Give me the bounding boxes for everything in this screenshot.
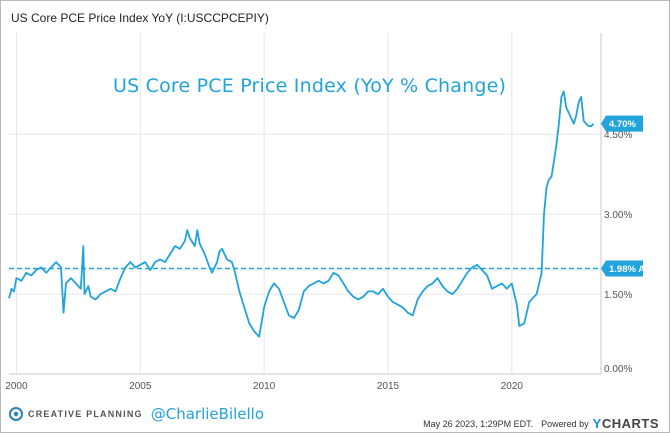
brand-name: CREATIVE PLANNING	[28, 409, 143, 419]
ycharts-logo-y: Y	[592, 416, 602, 431]
ycharts-logo: YCHARTS	[593, 416, 659, 431]
powered-by-label: Powered by	[541, 418, 589, 429]
series-line	[8, 90, 595, 338]
average-label: 1.98% AVG	[609, 264, 658, 275]
creative-planning-logo-icon	[9, 407, 23, 421]
x-tick-label: 2020	[501, 381, 524, 392]
last-value-label: 4.70%	[609, 119, 636, 130]
y-tick-label: 3.00%	[604, 210, 632, 221]
y-tick-label: 1.50%	[604, 290, 632, 301]
x-tick-label: 2005	[129, 381, 152, 392]
footer-source: May 26 2023, 1:29PM EDT. Powered by YCHA…	[423, 416, 659, 431]
average-badge	[601, 260, 643, 277]
y-tick-label: 4.50%	[604, 130, 632, 141]
author-handle: @CharlieBilello	[150, 405, 265, 423]
timestamp: May 26 2023, 1:29PM EDT.	[423, 418, 534, 429]
chart-annotation: US Core PCE Price Index (YoY % Change)	[113, 75, 507, 97]
ycharts-logo-text: CHARTS	[601, 416, 659, 431]
x-tick-label: 2000	[5, 381, 28, 392]
x-tick-label: 2015	[377, 381, 400, 392]
last-value-badge	[601, 115, 643, 132]
y-tick-label: 0.00%	[604, 364, 632, 375]
chart-title: US Core PCE Price Index YoY (I:USCCPCEPI…	[11, 11, 269, 25]
x-tick-label: 2010	[253, 381, 276, 392]
footer-branding: CREATIVE PLANNING @CharlieBilello	[9, 405, 264, 423]
